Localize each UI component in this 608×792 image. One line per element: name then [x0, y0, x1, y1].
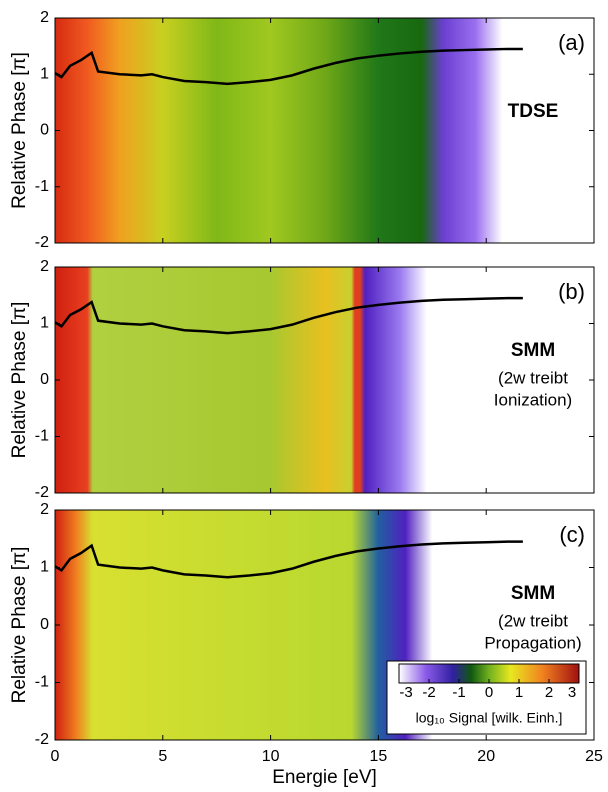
y-tick-label: 0 — [40, 371, 49, 388]
x-tick-label: 5 — [158, 748, 167, 765]
colorbar-label: log₁₀ Signal [wilk. Einh.] — [416, 710, 563, 726]
y-tick-label: -1 — [35, 178, 49, 195]
phase-line — [54, 296, 523, 335]
method-label: SMM — [511, 340, 555, 361]
colorbar-tick-label: -3 — [399, 684, 412, 701]
y-tick-label: -2 — [35, 731, 49, 748]
method-note: Propagation) — [484, 633, 581, 652]
x-tick-label: 25 — [585, 748, 603, 765]
x-axis-label: Energie [eV] — [272, 767, 377, 788]
y-axis-label: Relative Phase [π] — [9, 547, 30, 704]
panel-label: (a) — [558, 30, 585, 55]
y-tick-label: 2 — [40, 501, 49, 518]
colorbar-tick-label: 2 — [545, 684, 553, 701]
y-tick-label: 1 — [40, 65, 49, 82]
y-tick-label: 1 — [40, 559, 49, 576]
y-tick-label: 0 — [40, 122, 49, 139]
phase-line — [54, 540, 523, 579]
method-label: TDSE — [508, 101, 559, 122]
x-tick-label: 10 — [262, 748, 280, 765]
plot-frame — [54, 17, 595, 244]
method-label: SMM — [511, 583, 555, 604]
heatmap — [55, 267, 594, 493]
colorbar-tick-label: -1 — [452, 684, 465, 701]
y-tick-label: 2 — [40, 9, 49, 26]
x-tick-label: 15 — [370, 748, 388, 765]
heatmap — [55, 18, 594, 243]
y-tick-label: -2 — [35, 484, 49, 501]
panel-label: (c) — [559, 522, 585, 547]
x-tick-label: 0 — [51, 748, 60, 765]
y-tick-label: -2 — [35, 234, 49, 251]
y-tick-label: 1 — [40, 315, 49, 332]
method-note: (2w treibt — [498, 611, 568, 630]
plot-frame — [54, 266, 595, 494]
x-tick-label: 20 — [477, 748, 495, 765]
method-note: (2w treibt — [498, 368, 568, 387]
colorbar-tick-label: -2 — [422, 684, 435, 701]
plot-frame — [54, 509, 595, 741]
y-axis-label: Relative Phase [π] — [9, 302, 30, 459]
panel-label: (b) — [558, 279, 585, 304]
colorbar-tick-label: 1 — [515, 684, 523, 701]
y-tick-label: 2 — [40, 258, 49, 275]
y-tick-label: -1 — [35, 674, 49, 691]
y-tick-label: 0 — [40, 616, 49, 633]
colorbar-tick-label: 3 — [568, 684, 576, 701]
method-note: Ionization) — [494, 390, 572, 409]
y-axis-label: Relative Phase [π] — [9, 52, 30, 209]
phase-line — [54, 47, 523, 86]
colorbar-tick-label: 0 — [485, 684, 493, 701]
y-tick-label: -1 — [35, 428, 49, 445]
